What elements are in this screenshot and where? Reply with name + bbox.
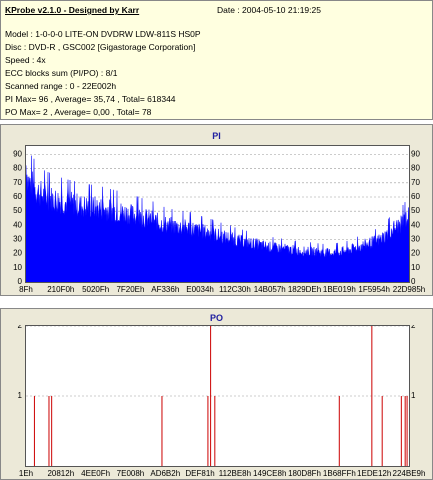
speed-info: Speed : 4x: [5, 55, 46, 65]
po-xtick: DEF81h: [185, 469, 214, 478]
po-ytick-left: 2: [18, 325, 23, 330]
po-xtick: 1B68FFh: [323, 469, 356, 478]
pi-ytick-left: 30: [13, 235, 22, 244]
po-chart: [26, 325, 409, 466]
ecc-sum: ECC blocks sum (PI/PO) : 8/1: [5, 68, 118, 78]
pi-ytick-left: 60: [13, 192, 22, 201]
po-xtick: 20812h: [47, 469, 74, 478]
scanned-range: Scanned range : 0 - 22E002h: [5, 81, 117, 91]
pi-ytick-right: 40: [411, 220, 420, 229]
po-xtick: 4EE0Fh: [81, 469, 110, 478]
pi-plot-area: [25, 145, 410, 283]
pi-xtick: 1F5954h: [358, 285, 390, 294]
pi-xtick: 22D985h: [393, 285, 425, 294]
po-y-axis-right: 12: [411, 325, 416, 400]
pi-xtick: 14B057h: [254, 285, 286, 294]
po-ytick-right: 1: [411, 391, 416, 400]
pi-ytick-left: 40: [13, 220, 22, 229]
pi-ytick-right: 50: [411, 206, 420, 215]
po-xtick: 180D8Fh: [288, 469, 321, 478]
pi-ytick-left: 50: [13, 206, 22, 215]
scan-date: Date : 2004-05-10 21:19:25: [217, 5, 321, 15]
pi-ytick-right: 20: [411, 249, 420, 258]
app-title: KProbe v2.1.0 - Designed by Karr: [5, 5, 140, 15]
pi-xtick: 1829DEh: [288, 285, 321, 294]
po-xtick: 1Eh: [19, 469, 33, 478]
po-y-axis-left: 12: [18, 325, 23, 400]
pi-series-area: [25, 155, 410, 283]
pi-xtick: 5020Fh: [82, 285, 109, 294]
drive-model: Model : 1-0-0-0 LITE-ON DVDRW LDW-811S H…: [5, 29, 201, 39]
pi-xtick: 210F0h: [47, 285, 74, 294]
po-plot-area: [25, 325, 410, 467]
po-xtick: 1EDE12h: [357, 469, 391, 478]
po-xtick: 149CE8h: [253, 469, 286, 478]
po-ytick-left: 1: [18, 391, 23, 400]
pi-ytick-right: 60: [411, 192, 420, 201]
pi-ytick-left: 90: [13, 150, 22, 159]
info-panel: KProbe v2.1.0 - Designed by Karr Date : …: [0, 0, 433, 120]
pi-ytick-left: 10: [13, 263, 22, 272]
pi-stats: PI Max= 96 , Average= 35,74 , Total= 618…: [5, 94, 176, 104]
pi-xtick: 8Fh: [19, 285, 33, 294]
po-chart-title: PO: [209, 313, 223, 323]
disc-info: Disc : DVD-R , GSC002 [Gigastorage Corpo…: [5, 42, 196, 52]
pi-xtick: 112C30h: [219, 285, 251, 294]
pi-ytick-right: 70: [411, 178, 420, 187]
po-ytick-right: 2: [411, 325, 416, 330]
pi-y-axis-left: 0 10 20 30 40 50 60 70 80 90: [13, 150, 23, 286]
po-x-axis: 1Eh 20812h 4EE0Fh 7E008h AD6B2h DEF81h 112BE8h…: [19, 469, 426, 478]
pi-x-axis: 8Fh 210F0h 5020Fh 7F20Eh AF336h E0034h 112C30h…: [19, 285, 425, 294]
po-xtick: 112BE8h: [219, 469, 251, 478]
pi-xtick: 1BE019h: [323, 285, 356, 294]
pi-xtick: 7F20Eh: [116, 285, 144, 294]
pi-ytick-left: 0: [18, 277, 23, 285]
po-xtick: 7E008h: [117, 469, 145, 478]
pi-ytick-left: 70: [13, 178, 22, 187]
pi-ytick-right: 0: [411, 277, 416, 285]
po-xtick: 224BE9h: [393, 469, 426, 478]
pi-chart-panel: PI 0 10 20 30 40 50 60 70 80 90 0 10 20 30 40 50 60 70 80…: [0, 124, 433, 296]
pi-ytick-right: 10: [411, 263, 420, 272]
pi-ytick-right: 90: [411, 150, 420, 159]
pi-ytick-left: 80: [13, 164, 22, 173]
pi-ytick-right: 30: [411, 235, 420, 244]
pi-ytick-left: 20: [13, 249, 22, 258]
pi-ytick-right: 80: [411, 164, 420, 173]
pi-y-axis-right: 0 10 20 30 40 50 60 70 80 90: [411, 150, 420, 286]
pi-chart-title: PI: [212, 131, 221, 141]
pi-xtick: AF336h: [151, 285, 179, 294]
po-stats: PO Max= 2 , Average= 0,00 , Total= 78: [5, 107, 152, 117]
pi-xtick: E0034h: [186, 285, 214, 294]
pi-chart: [25, 154, 410, 283]
po-xtick: AD6B2h: [150, 469, 180, 478]
